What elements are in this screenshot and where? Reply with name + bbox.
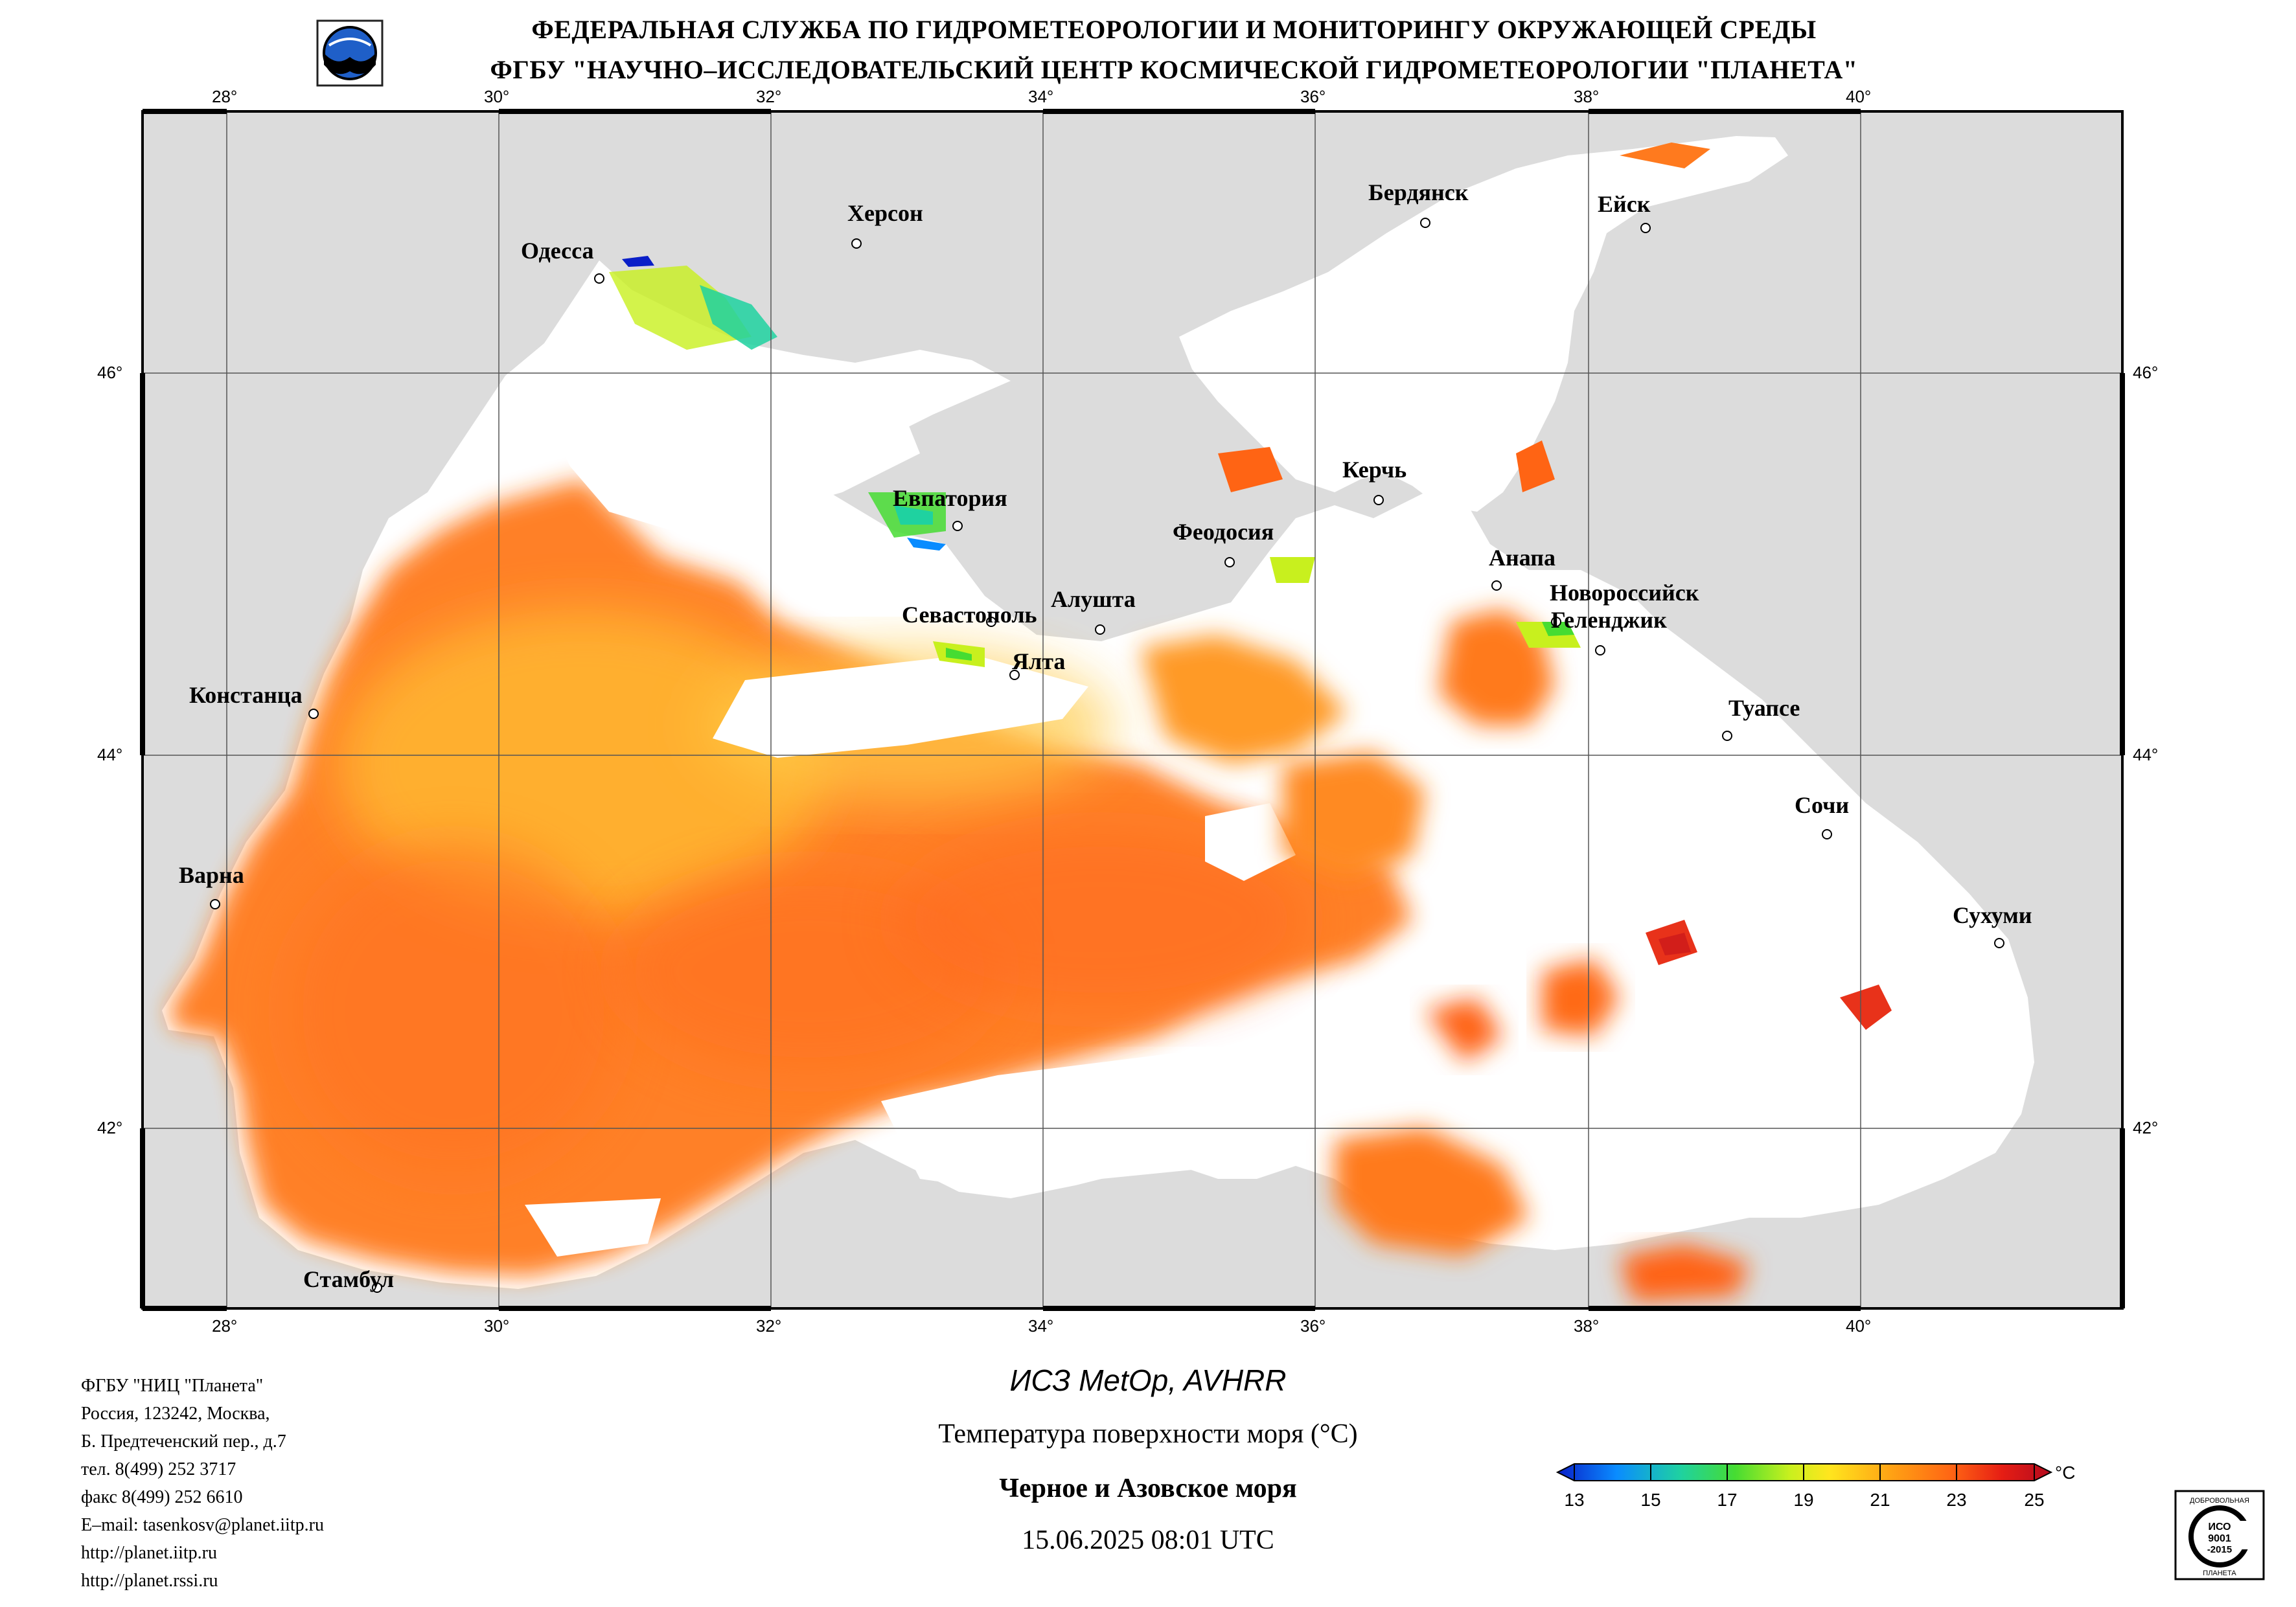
city-label-alushta: Алушта bbox=[1051, 586, 1136, 612]
lon-label-bottom: 36° bbox=[1300, 1316, 1326, 1336]
lon-label-bottom: 38° bbox=[1574, 1316, 1600, 1336]
lat-label-right: 46° bbox=[2133, 363, 2159, 382]
lon-label-top: 32° bbox=[756, 87, 782, 106]
lat-label-left: 42° bbox=[97, 1118, 123, 1137]
lon-label-top: 28° bbox=[212, 87, 238, 106]
city-label-istanbul: Стамбул bbox=[303, 1266, 395, 1292]
scale-tick-label: 23 bbox=[1946, 1490, 1967, 1510]
lat-label-left: 44° bbox=[97, 745, 123, 764]
iso-text-iso: ИСО bbox=[2208, 1522, 2231, 1533]
header-agency: ФЕДЕРАЛЬНАЯ СЛУЖБА ПО ГИДРОМЕТЕОРОЛОГИИ … bbox=[531, 15, 1817, 44]
iso-text-top: ДОБРОВОЛЬНАЯ bbox=[2190, 1497, 2249, 1505]
city-label-constanta: Констанца bbox=[189, 682, 303, 708]
scale-unit: °C bbox=[2055, 1463, 2076, 1483]
lon-label-top: 40° bbox=[1846, 87, 1872, 106]
city-label-sukhumi: Сухуми bbox=[1953, 902, 2032, 928]
city-label-sevastopol: Севастополь bbox=[902, 602, 1037, 628]
city-label-kherson: Херсон bbox=[847, 200, 923, 226]
cold-coastal-strips bbox=[609, 256, 1581, 667]
city-markers bbox=[210, 218, 2004, 1293]
scale-tick-label: 21 bbox=[1870, 1490, 1890, 1510]
lat-label-left: 46° bbox=[97, 363, 123, 382]
city-label-anapa: Анапа bbox=[1489, 545, 1556, 571]
organization-contacts: ФГБУ "НИЦ "Планета" Россия, 123242, Моск… bbox=[81, 1372, 324, 1595]
satellite-sensor: ИСЗ MetOp, AVHRR bbox=[1009, 1363, 1287, 1397]
iso-certification-logo: ДОБРОВОЛЬНАЯ ИСО 9001 -2015 ПЛАНЕТА bbox=[2174, 1490, 2265, 1580]
temperature-color-scale bbox=[1556, 1463, 2053, 1481]
lon-label-bottom: 28° bbox=[212, 1316, 238, 1336]
city-label-feodosiya: Феодосия bbox=[1173, 519, 1274, 545]
city-label-varna: Варна bbox=[179, 862, 244, 888]
region-title: Черное и Азовское моря bbox=[999, 1474, 1297, 1503]
lat-label-right: 44° bbox=[2133, 745, 2159, 764]
scale-tick-label: 15 bbox=[1640, 1490, 1661, 1510]
azov-sea-water bbox=[1179, 136, 1788, 512]
org-line: ФГБУ "НИЦ "Планета" bbox=[81, 1376, 264, 1396]
org-line: Россия, 123242, Москва, bbox=[81, 1404, 270, 1424]
city-label-yevpatoriya: Евпатория bbox=[893, 485, 1007, 511]
city-label-yalta: Ялта bbox=[1012, 648, 1066, 674]
city-label-novorossiysk: Новороссийск bbox=[1550, 580, 1699, 606]
lon-label-top: 30° bbox=[484, 87, 510, 106]
sst-field-west bbox=[168, 479, 1412, 1276]
scale-tick-label: 19 bbox=[1793, 1490, 1814, 1510]
scale-tick-label: 25 bbox=[2024, 1490, 2045, 1510]
lon-label-top: 34° bbox=[1028, 87, 1054, 106]
city-label-tuapse: Туапсе bbox=[1728, 695, 1800, 721]
scale-tick-label: 13 bbox=[1564, 1490, 1585, 1510]
lon-label-bottom: 32° bbox=[756, 1316, 782, 1336]
planeta-logo bbox=[316, 19, 384, 87]
scale-tick-label: 17 bbox=[1717, 1490, 1738, 1510]
city-label-sochi: Сочи bbox=[1795, 792, 1850, 818]
header-center: ФГБУ "НАУЧНО–ИССЛЕДОВАТЕЛЬСКИЙ ЦЕНТР КОС… bbox=[490, 55, 1858, 84]
lon-label-bottom: 34° bbox=[1028, 1316, 1054, 1336]
iso-text-year: -2015 bbox=[2207, 1544, 2232, 1555]
cloud-patches bbox=[525, 272, 1438, 1257]
lon-label-bottom: 40° bbox=[1846, 1316, 1872, 1336]
org-line: тел. 8(499) 252 3717 bbox=[81, 1459, 236, 1479]
city-label-odesa: Одесса bbox=[521, 238, 594, 264]
org-line: http://planet.iitp.ru bbox=[81, 1543, 217, 1563]
parameter-title: Температура поверхности моря (°C) bbox=[938, 1419, 1358, 1449]
observation-datetime: 15.06.2025 08:01 UTC bbox=[1022, 1525, 1274, 1555]
city-label-yeysk: Ейск bbox=[1598, 191, 1651, 217]
org-line: Б. Предтеченский пер., д.7 bbox=[81, 1431, 286, 1452]
lon-label-top: 36° bbox=[1300, 87, 1326, 106]
iso-text-number: 9001 bbox=[2208, 1533, 2231, 1544]
lon-label-bottom: 30° bbox=[484, 1316, 510, 1336]
city-label-kerch: Керчь bbox=[1342, 457, 1407, 483]
iso-text-bottom: ПЛАНЕТА bbox=[2203, 1569, 2236, 1577]
city-label-gelendzhik: Геленджик bbox=[1551, 607, 1667, 633]
org-line: E–mail: tasenkosv@planet.iitp.ru bbox=[81, 1515, 324, 1535]
org-line: http://planet.rssi.ru bbox=[81, 1571, 218, 1591]
city-label-berdyansk: Бердянск bbox=[1368, 179, 1469, 205]
sst-field-east bbox=[1140, 142, 1892, 1302]
org-line: факс 8(499) 252 6610 bbox=[81, 1487, 243, 1507]
frame-bars bbox=[140, 109, 2125, 1311]
lat-label-right: 42° bbox=[2133, 1118, 2159, 1137]
graticule bbox=[143, 111, 2122, 1308]
lon-label-top: 38° bbox=[1574, 87, 1600, 106]
